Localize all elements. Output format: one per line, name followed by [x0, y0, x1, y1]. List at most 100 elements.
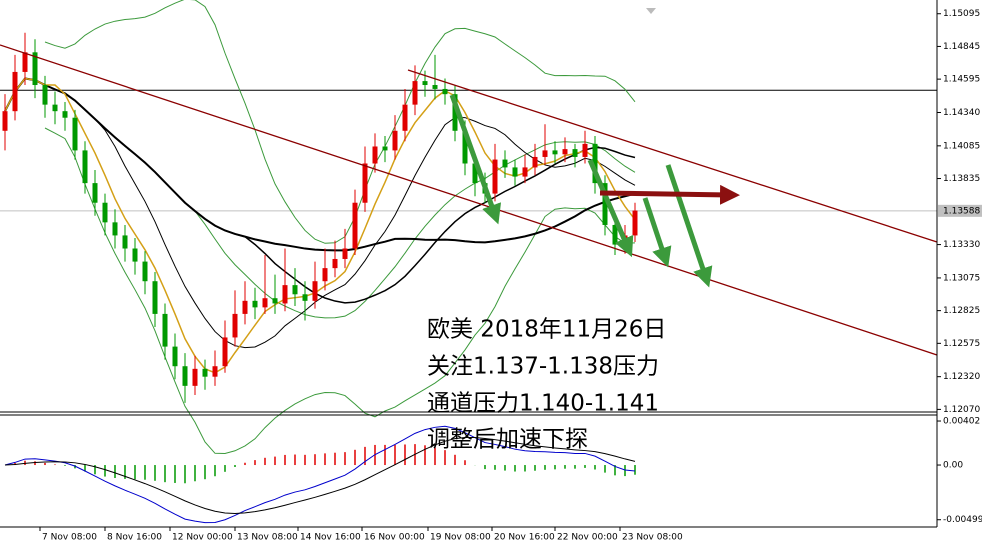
x-tick-label: 16 Nov 00:00: [364, 533, 425, 543]
candle-body: [102, 202, 108, 223]
candle-body: [2, 111, 8, 131]
candle-body: [272, 298, 278, 304]
candle-body: [552, 150, 558, 155]
price-panel: [0, 0, 937, 454]
arrow: [599, 184, 740, 205]
candle-body: [232, 313, 238, 338]
candle-body: [62, 111, 68, 118]
candle-body: [492, 159, 498, 194]
x-tick-label: 19 Nov 08:00: [430, 533, 491, 543]
candle-body: [82, 150, 88, 184]
y-tick-label: 1.13835: [943, 174, 980, 184]
candle-body: [422, 81, 428, 86]
candle-body: [12, 71, 18, 112]
y-tick-label: 1.13330: [943, 240, 980, 250]
candle-body: [412, 81, 418, 105]
bollinger-upper: [44, 0, 636, 244]
candle-body: [352, 202, 358, 249]
candle-body: [402, 104, 408, 131]
arrows: [449, 94, 740, 288]
x-tick-label: 22 Nov 00:00: [557, 533, 618, 543]
current-price-box: [938, 204, 982, 217]
x-tick-label: 8 Nov 16:00: [107, 533, 162, 543]
candle-body: [582, 143, 588, 157]
annotation: 关注1.137-1.138压力: [427, 354, 659, 380]
y2-tick-label: 0.00402: [943, 417, 980, 427]
candle-body: [382, 146, 388, 151]
candle-body: [312, 281, 318, 301]
candle-body: [262, 298, 268, 308]
candle-body: [572, 149, 578, 157]
channel-line: [0, 44, 938, 356]
candle-body: [222, 337, 228, 367]
y-tick-label: 1.13075: [943, 273, 980, 283]
candle-body: [192, 368, 198, 386]
y-tick-label: 1.12825: [943, 306, 980, 316]
scroll-marker: [646, 8, 656, 14]
candle-body: [302, 294, 308, 301]
candle-body: [122, 235, 128, 249]
candle-body: [32, 52, 38, 86]
y-tick-label: 1.12320: [943, 372, 980, 382]
candle-body: [512, 167, 518, 177]
arrow: [665, 164, 713, 288]
candle-body: [182, 366, 188, 386]
candle-body: [282, 285, 288, 304]
candle-body: [142, 261, 148, 282]
moving-average-medium: [4, 77, 636, 304]
x-tick-label: 14 Nov 16:00: [300, 533, 361, 543]
arrow: [587, 159, 634, 258]
candle-body: [452, 94, 458, 131]
y-tick-label: 1.15095: [943, 9, 980, 19]
x-tick-label: 23 Nov 08:00: [622, 533, 683, 543]
candle-body: [592, 143, 598, 184]
macd-line: [4, 425, 636, 524]
y-tick-label: 1.12575: [943, 339, 980, 349]
candle-body: [532, 156, 538, 168]
candle-body: [612, 224, 618, 245]
signal-line: [4, 436, 636, 514]
x-tick-label: 20 Nov 16:00: [494, 533, 555, 543]
candle-body: [132, 248, 138, 262]
channel-line: [407, 69, 938, 243]
candle-body: [462, 130, 468, 164]
candle-body: [52, 104, 58, 112]
y2-tick-label: -0.004996: [943, 515, 982, 525]
candle-body: [212, 366, 218, 377]
candle-body: [92, 183, 98, 203]
candle-body: [22, 52, 28, 72]
candle-body: [332, 258, 338, 269]
y-tick-label: 1.14340: [943, 108, 980, 118]
moving-average-slow: [4, 77, 636, 349]
candle-body: [602, 183, 608, 225]
candle-body: [442, 88, 448, 95]
candle-body: [152, 281, 158, 314]
candle-body: [342, 248, 348, 259]
candle-body: [202, 368, 208, 377]
candle-body: [362, 163, 368, 203]
x-tick-label: 7 Nov 08:00: [42, 533, 97, 543]
candle-body: [162, 313, 168, 347]
candle-body: [72, 117, 78, 151]
indicator-panel: [4, 425, 636, 524]
arrow: [642, 197, 672, 268]
annotation: 调整后加速下探: [427, 427, 588, 453]
candle-body: [242, 300, 248, 314]
candle-body: [432, 85, 438, 89]
bollinger-lower: [44, 127, 636, 454]
candle-body: [112, 222, 118, 236]
y-tick-label: 1.12070: [943, 405, 980, 415]
arrow: [449, 94, 502, 225]
candle-body: [392, 130, 398, 151]
candle-body: [322, 268, 328, 282]
y-tick-label: 1.14085: [943, 141, 980, 151]
candle-body: [522, 167, 528, 177]
candle-body: [292, 285, 298, 295]
annotation: 欧美 2018年11月26日: [427, 317, 666, 343]
x-tick-label: 13 Nov 08:00: [237, 533, 298, 543]
y-tick-label: 1.14595: [943, 75, 980, 85]
candle-body: [502, 159, 508, 168]
y-tick-label: 1.14845: [943, 42, 980, 52]
